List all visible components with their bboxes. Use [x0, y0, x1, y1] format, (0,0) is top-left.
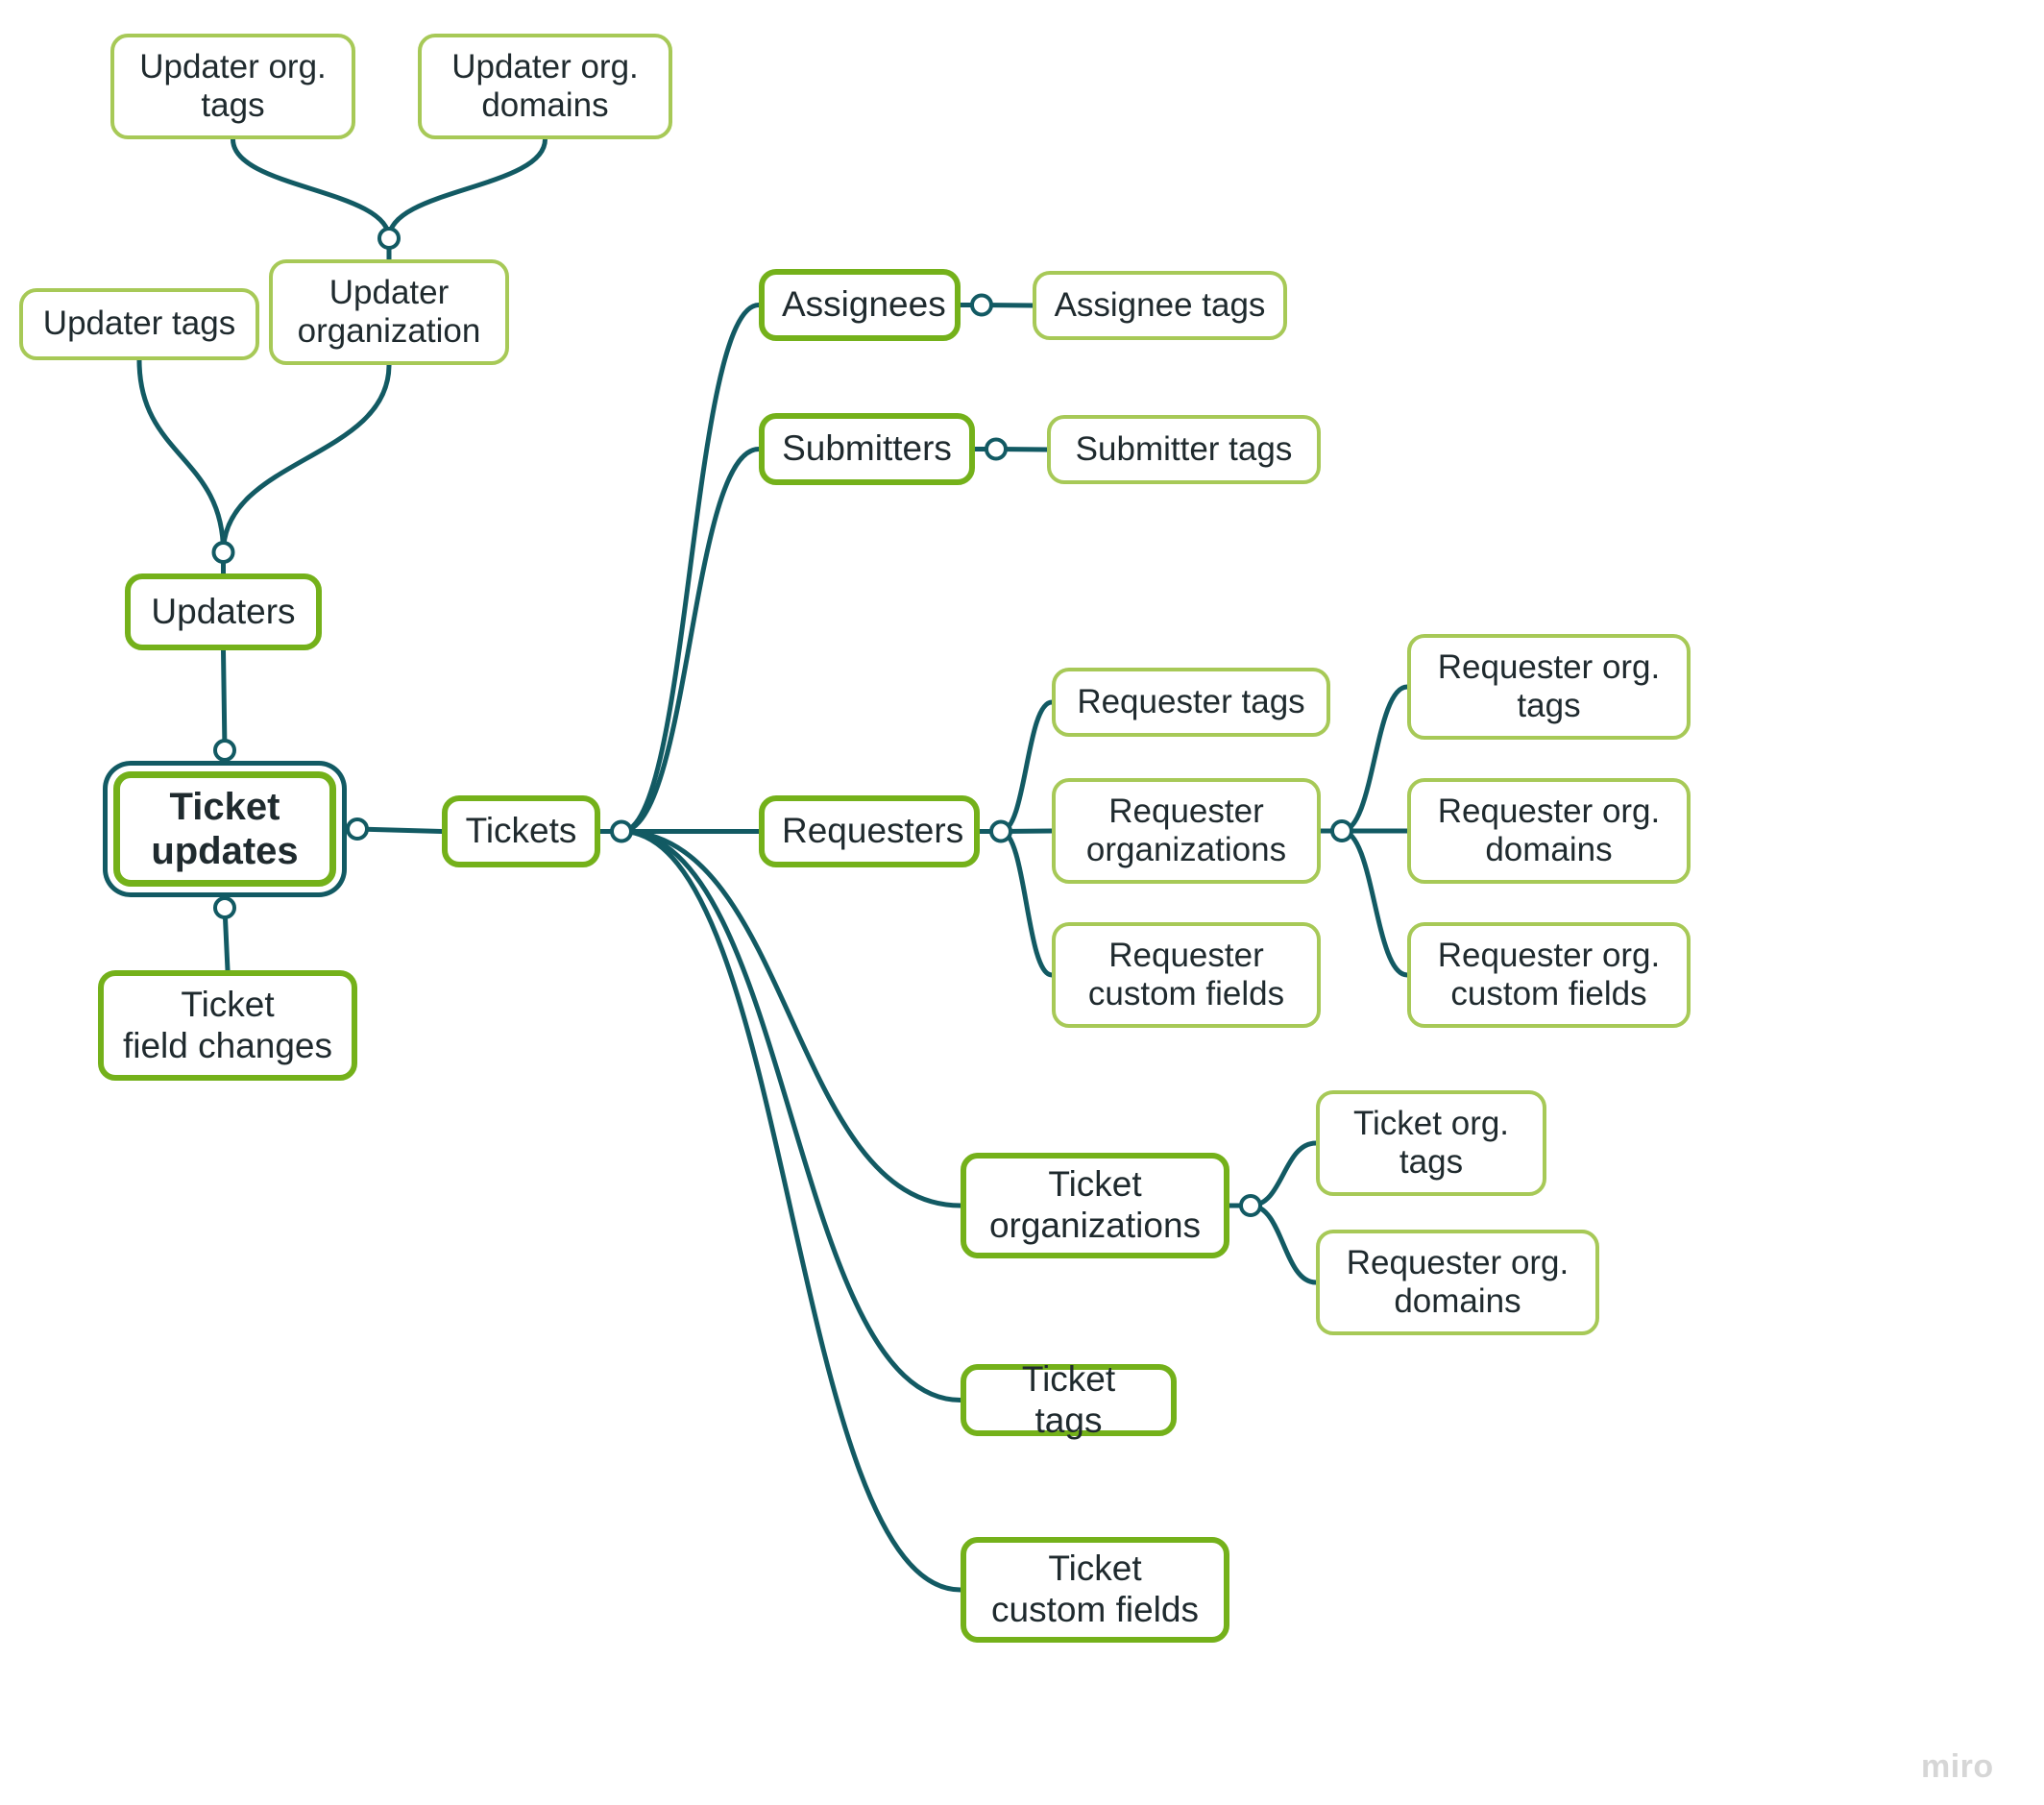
connector-dot: [1332, 821, 1351, 841]
node-label: Requester org.custom fields: [1428, 937, 1669, 1014]
edge-requesters-to-requester_tags: [1001, 702, 1052, 832]
edge-requester_orgs-to-req_org_custom: [1342, 831, 1407, 975]
node-label: Updaterorganization: [290, 274, 488, 352]
node-label: Requesterorganizations: [1073, 793, 1300, 870]
node-label: Submitters: [782, 428, 952, 470]
edge-tickets-to-ticket_custom_fields: [621, 832, 961, 1591]
node-requester_custom_fields: Requestercustom fields: [1052, 922, 1321, 1028]
node-label: Assignee tags: [1054, 286, 1266, 325]
node-req_org_domains: Requester org.domains: [1407, 778, 1691, 884]
node-label: Ticket org.tags: [1337, 1105, 1525, 1183]
node-assignee_tags: Assignee tags: [1033, 271, 1287, 340]
node-label: Ticketupdates: [137, 785, 312, 873]
edge-requester_orgs-to-req_org_tags: [1342, 687, 1407, 831]
connector-dot: [215, 898, 234, 917]
node-ticket_field_changes: Ticketfield changes: [98, 970, 357, 1081]
connector-dot: [612, 822, 631, 842]
node-label: Requestercustom fields: [1073, 937, 1300, 1014]
node-label: Assignees: [782, 284, 937, 326]
node-ticket_custom_fields: Ticketcustom fields: [961, 1537, 1229, 1643]
node-label: Ticketfield changes: [121, 985, 334, 1066]
node-label: Requester tags: [1073, 683, 1309, 721]
node-ticket_orgs: Ticketorganizations: [961, 1153, 1229, 1258]
watermark-text: miro: [1921, 1748, 1994, 1785]
node-label: Updater org.tags: [132, 48, 334, 126]
node-updaters: Updaters: [125, 573, 322, 650]
edge-requesters-to-requester_orgs: [1001, 831, 1052, 832]
edge-ticket_updates-to-ticket_field_changes: [225, 908, 228, 970]
edge-ticket_updates-to-updaters: [224, 650, 226, 750]
connector-dot: [379, 229, 399, 248]
node-label: Requesters: [782, 811, 957, 852]
diagram-canvas: miro Ticketupdates Updaters Ticketfield ch…: [0, 0, 2044, 1805]
node-label: Submitter tags: [1068, 430, 1300, 469]
node-updater_org_tags: Updater org.tags: [110, 34, 355, 139]
node-label: Tickets: [465, 811, 577, 852]
edge-requesters-to-requester_custom_fields: [1001, 832, 1052, 976]
edge-tickets-to-ticket_orgs: [621, 832, 961, 1207]
edge-ticket_updates-to-tickets: [357, 829, 442, 832]
node-req_org_custom: Requester org.custom fields: [1407, 922, 1691, 1028]
node-label: Updater org.domains: [439, 48, 651, 126]
node-assignees: Assignees: [759, 269, 961, 341]
edge-tickets-to-assignees: [621, 305, 759, 832]
node-requester_tags: Requester tags: [1052, 668, 1330, 737]
node-label: Ticket tags: [984, 1359, 1154, 1441]
connector-dot: [215, 741, 234, 760]
node-requester_orgs: Requesterorganizations: [1052, 778, 1321, 884]
edge-submitters-to-submitter_tags: [996, 450, 1047, 451]
edge-tickets-to-ticket_tags: [621, 832, 961, 1401]
node-label: Ticketorganizations: [984, 1164, 1206, 1246]
edge-ticket_orgs-to-ticket_org_tags: [1251, 1143, 1316, 1206]
connector-dot: [214, 543, 233, 562]
edge-updater_org-to-updater_org_domains: [389, 139, 546, 238]
node-submitters: Submitters: [759, 413, 975, 485]
node-label: Requester org.tags: [1428, 648, 1669, 726]
edge-updater_org-to-updater_org_tags: [233, 139, 390, 238]
node-ticket_tags: Ticket tags: [961, 1364, 1177, 1436]
node-label: Updaters: [148, 592, 299, 633]
watermark: miro: [1921, 1748, 1994, 1786]
node-label: Requester org.domains: [1428, 793, 1669, 870]
node-ticket_org_tags: Ticket org.tags: [1316, 1090, 1546, 1196]
edge-tickets-to-submitters: [621, 450, 759, 832]
node-tickets: Tickets: [442, 795, 600, 867]
edge-updaters-to-updater_tags: [139, 360, 224, 552]
connector-dot: [1241, 1196, 1260, 1215]
node-updater_org_domains: Updater org.domains: [418, 34, 672, 139]
connector-dot: [991, 822, 1010, 842]
node-submitter_tags: Submitter tags: [1047, 415, 1321, 484]
node-label: Updater tags: [40, 305, 238, 343]
edge-assignees-to-assignee_tags: [982, 305, 1033, 306]
node-ticket_org_domains2: Requester org.domains: [1316, 1230, 1599, 1335]
node-ticket_updates: Ticketupdates: [113, 771, 336, 887]
node-label: Ticketcustom fields: [984, 1549, 1206, 1630]
node-requesters: Requesters: [759, 795, 980, 867]
connector-dot: [972, 296, 991, 315]
node-updater_org: Updaterorganization: [269, 259, 509, 365]
node-label: Requester org.domains: [1337, 1244, 1578, 1322]
node-req_org_tags: Requester org.tags: [1407, 634, 1691, 740]
connector-dot: [348, 819, 367, 839]
node-updater_tags: Updater tags: [19, 288, 259, 360]
edge-updaters-to-updater_org: [224, 365, 390, 552]
connector-dot: [986, 440, 1006, 459]
edge-ticket_orgs-to-ticket_org_domains2: [1251, 1206, 1316, 1282]
